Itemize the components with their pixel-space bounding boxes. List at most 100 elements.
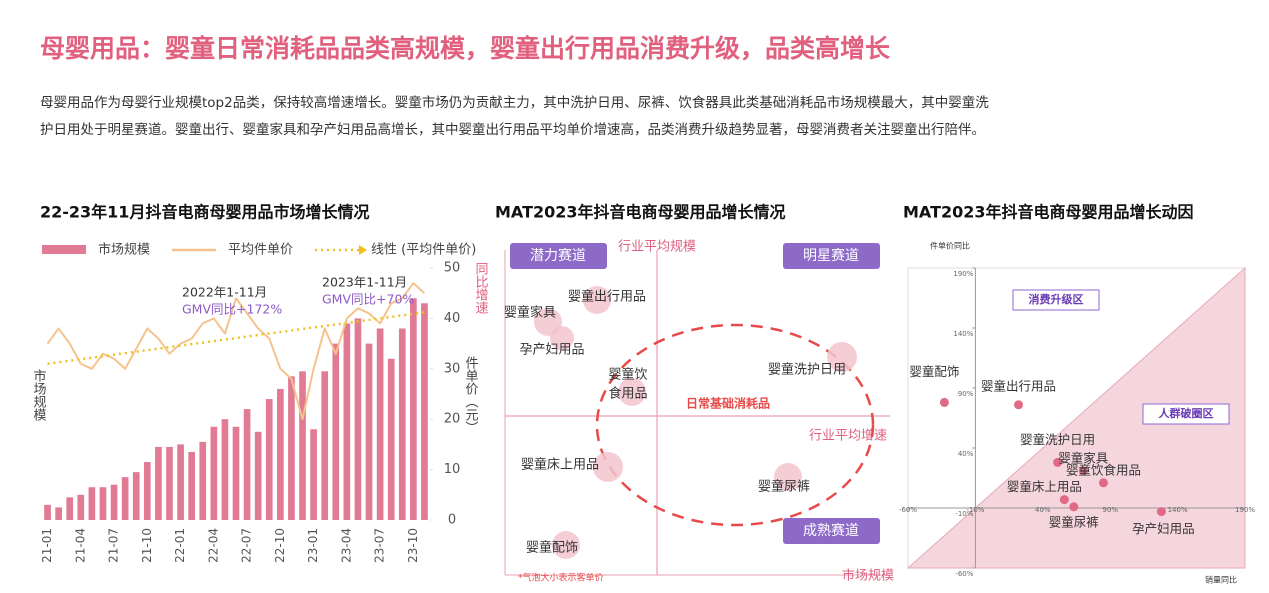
point (1053, 457, 1063, 467)
bar (132, 472, 140, 520)
bar (66, 497, 74, 520)
bar (110, 484, 118, 520)
x-tick-label: 90% (1102, 506, 1118, 514)
y2-tick-label: 0 (448, 513, 456, 528)
bar (387, 358, 395, 520)
bubble-label: 婴童饮 (608, 367, 647, 383)
point (1014, 400, 1024, 410)
ref-label: 行业平均规模 (618, 240, 696, 255)
point (1098, 478, 1108, 488)
legend-label: 平均件单价 (228, 243, 293, 258)
line (46, 282, 426, 421)
y-axis-label: 件单价同比 (930, 241, 970, 251)
axis-label: 同比增速 (473, 262, 489, 314)
x-tick-label: 22-04 (206, 528, 220, 563)
x-tick-label: 22-01 (173, 528, 187, 563)
x-tick-label: 21-07 (107, 528, 121, 563)
bar (321, 371, 329, 520)
bar (365, 343, 373, 520)
bubble (827, 342, 857, 372)
y-tick-label: 40% (958, 450, 974, 458)
legend-arrow (359, 245, 368, 255)
bar (121, 477, 129, 520)
quadrant-badge (510, 243, 607, 269)
x-tick-label: 23-04 (339, 528, 353, 563)
bar (410, 298, 417, 520)
bar (254, 431, 262, 520)
point (1078, 466, 1088, 476)
x-tick-label: 22-07 (240, 528, 254, 563)
annotation: 2022年1-11月 (182, 285, 267, 300)
point (939, 397, 949, 407)
y2-tick-label: 30 (444, 361, 461, 376)
chart-title: 22-23年11月抖音电商母婴用品市场增长情况 (40, 203, 369, 222)
x-tick-label: 23-10 (406, 528, 420, 563)
bar (376, 328, 384, 520)
bar (221, 419, 229, 520)
region-badge (1142, 403, 1230, 425)
x-tick-label: 23-01 (306, 528, 320, 563)
quadrant-label: 明星赛道 (803, 248, 859, 264)
annotation: 2023年1-11月 (322, 275, 407, 290)
bubble-label: 婴童尿裤 (758, 479, 810, 495)
x-tick-label: -60% (899, 506, 917, 514)
region-label: 消费升级区 (1029, 292, 1084, 306)
point-label: 婴童配饰 (909, 364, 959, 379)
y2-axis-label: 件单价（元） (463, 356, 479, 434)
point (1059, 495, 1069, 505)
point-label: 婴童家具 (1058, 450, 1109, 465)
annotation: GMV同比+70% (322, 292, 414, 307)
point-label: 婴童饮食用品 (1066, 462, 1141, 477)
description-line: 护日用处于明星赛道。婴童出行、婴童家具和孕产妇用品高增长，其中婴童出行用品平均单… (40, 121, 985, 138)
bar (143, 462, 151, 520)
point-label: 婴童洗护日用 (1020, 432, 1095, 447)
bar (88, 487, 96, 520)
bar (310, 429, 317, 520)
point-label: 婴童尿裤 (1049, 514, 1099, 529)
point-label: 婴童床上用品 (1007, 479, 1082, 494)
bar (177, 444, 184, 520)
bar (343, 323, 351, 520)
point (1156, 507, 1166, 517)
bar (421, 303, 428, 520)
y-tick-label: 190% (953, 270, 973, 278)
bar (354, 318, 362, 520)
bar (155, 446, 162, 520)
chart-title: MAT2023年抖音电商母婴用品增长情况 (495, 203, 786, 222)
axis-label: 市场规模 (842, 568, 894, 584)
bar (199, 441, 207, 520)
bar (288, 376, 295, 520)
point (1069, 502, 1079, 512)
bar (166, 446, 173, 520)
bar (55, 507, 62, 520)
annotation: GMV同比+172% (182, 302, 282, 317)
bubble (618, 378, 646, 406)
quadrant-badge (783, 518, 880, 544)
chart-title: MAT2023年抖音电商母婴用品增长动因 (903, 203, 1194, 222)
bar (243, 409, 251, 520)
bar (299, 371, 306, 520)
bar (332, 343, 340, 520)
bar (77, 494, 85, 520)
bar (188, 451, 195, 520)
y-tick-label: -60% (955, 570, 973, 578)
quadrant-label: 成熟赛道 (803, 523, 859, 539)
x-tick-label: 21-01 (40, 528, 54, 563)
bubble-label: 婴童洗护日用 (768, 362, 846, 378)
bar (277, 388, 284, 520)
bubble-label: 婴童配饰 (526, 540, 578, 556)
note: *气泡大小表示客单价 (518, 572, 604, 584)
bubble (593, 452, 623, 482)
bar (210, 426, 218, 520)
ref-label: 行业平均增速 (809, 429, 887, 444)
y2-tick-label: 20 (444, 412, 461, 427)
x-tick-label: 21-04 (73, 528, 87, 563)
y-tick-label: 90% (958, 390, 974, 398)
quadrant-label: 潜力赛道 (530, 248, 586, 264)
x-tick-label: 140% (1168, 506, 1188, 514)
x-tick-label: 40% (1035, 506, 1051, 514)
x-axis-label: 销量同比 (1205, 575, 1237, 585)
point-label: 孕产妇用品 (1132, 521, 1195, 536)
x-tick-label: -10% (966, 506, 984, 514)
y-tick-label: -10% (955, 510, 973, 518)
